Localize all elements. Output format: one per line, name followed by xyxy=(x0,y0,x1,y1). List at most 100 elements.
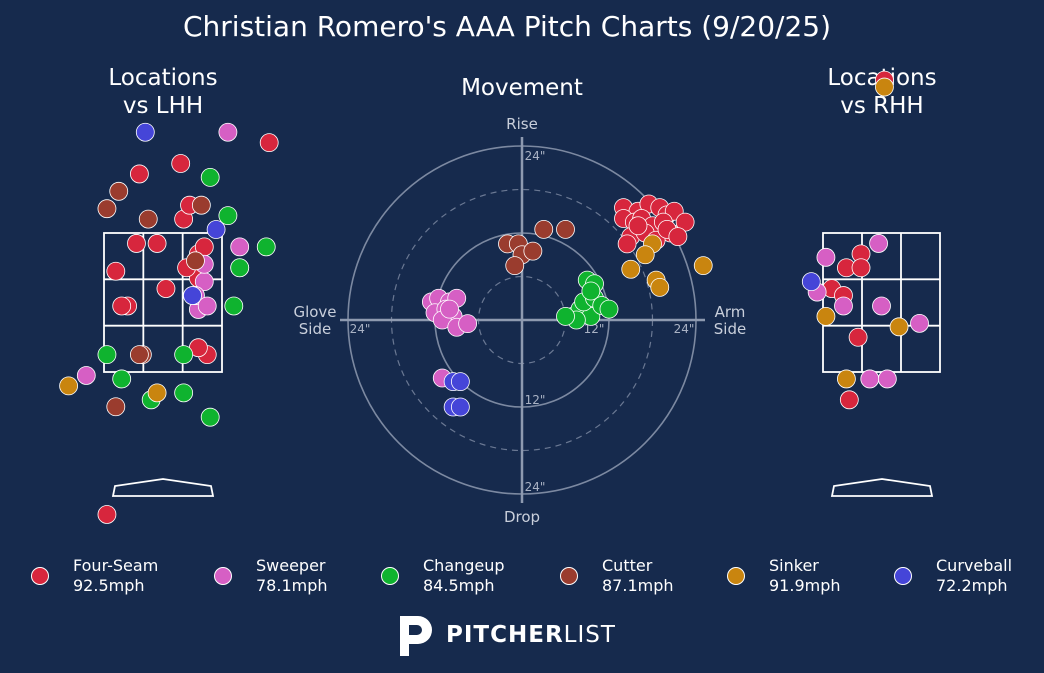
rhh-point-sinker xyxy=(889,317,909,337)
axis-label-arm-line1: Arm xyxy=(715,303,746,321)
rhh-title-line2: vs RHH xyxy=(840,93,924,119)
rhh-point-sinker xyxy=(837,369,856,389)
rhh-location-chart xyxy=(801,70,941,497)
movement-point-sinker xyxy=(650,277,670,297)
movement-point-cutter xyxy=(556,219,575,239)
ring-label-left-24: 24" xyxy=(350,322,371,336)
legend-dot xyxy=(381,567,399,585)
movement-point-cutter xyxy=(523,241,543,261)
legend-pitch-name: Cutter xyxy=(602,556,653,575)
rhh-point-sweeper xyxy=(816,247,836,267)
legend-label: Changeup 84.5mph xyxy=(423,556,505,596)
legend-label: Four-Seam 92.5mph xyxy=(73,556,158,596)
lhh-point-four-seam xyxy=(106,261,126,281)
rhh-point-sinker xyxy=(816,306,836,326)
lhh-point-changeup xyxy=(200,407,220,427)
rhh-points xyxy=(801,70,929,410)
ring-label-bottom-12: 12" xyxy=(525,393,546,407)
lhh-point-four-seam xyxy=(97,505,117,524)
lhh-point-four-seam xyxy=(112,296,132,316)
movement-point-curveball xyxy=(450,372,470,392)
legend: Four-Seam 92.5mph Sweeper 78.1mph Changeup 84… xyxy=(0,556,1044,606)
legend-label: Cutter 87.1mph xyxy=(602,556,674,596)
lhh-point-changeup xyxy=(256,237,276,257)
lhh-point-changeup xyxy=(174,345,194,365)
legend-dot xyxy=(727,567,745,585)
legend-pitch-speed: 87.1mph xyxy=(602,576,674,595)
lhh-point-four-seam xyxy=(259,133,279,153)
lhh-point-four-seam xyxy=(147,234,167,253)
movement-point-changeup xyxy=(556,306,575,326)
legend-pitch-speed: 84.5mph xyxy=(423,576,495,595)
page-title: Christian Romero's AAA Pitch Charts (9/2… xyxy=(183,10,831,43)
lhh-point-changeup xyxy=(218,206,238,226)
lhh-point-changeup xyxy=(97,345,117,365)
lhh-point-cutter xyxy=(109,181,129,201)
rhh-point-four-seam xyxy=(848,327,868,347)
legend-label: Curveball 72.2mph xyxy=(936,556,1012,596)
movement-point-sinker xyxy=(621,259,641,279)
lhh-point-changeup xyxy=(200,167,220,187)
movement-point-changeup xyxy=(599,299,619,319)
lhh-point-cutter xyxy=(191,195,211,215)
movement-grid xyxy=(340,137,705,503)
movement-point-cutter xyxy=(505,256,525,276)
movement-points xyxy=(421,194,713,417)
lhh-point-cutter xyxy=(97,199,117,219)
axis-label-drop: Drop xyxy=(504,508,540,526)
logo-light-text: LIST xyxy=(563,622,616,648)
movement-panel-title: Movement xyxy=(461,75,583,101)
movement-point-sweeper xyxy=(440,299,459,319)
ring-label-top-24: 24" xyxy=(525,149,546,163)
axis-label-arm-line2: Side xyxy=(714,320,746,338)
legend-label: Sinker 91.9mph xyxy=(769,556,841,596)
axis-label-glove-line2: Side xyxy=(299,320,331,338)
lhh-point-sinker xyxy=(147,383,167,403)
lhh-point-curveball xyxy=(135,122,155,142)
legend-pitch-speed: 92.5mph xyxy=(73,576,145,595)
legend-dot xyxy=(894,567,912,585)
lhh-point-four-seam xyxy=(156,279,176,299)
legend-pitch-name: Sinker xyxy=(769,556,819,575)
movement-point-sweeper xyxy=(458,314,478,334)
legend-pitch-name: Sweeper xyxy=(256,556,326,575)
lhh-point-sweeper xyxy=(218,122,238,142)
ring-label-right-24: 24" xyxy=(674,322,695,336)
axis-label-glove-line1: Glove xyxy=(293,303,336,321)
legend-pitch-name: Four-Seam xyxy=(73,556,159,575)
movement-chart: Rise Drop Glove Side Arm Side 24" 12" 24… xyxy=(293,115,746,526)
legend-pitch-name: Changeup xyxy=(423,556,505,575)
lhh-point-four-seam xyxy=(127,234,146,253)
legend-dot xyxy=(31,567,49,585)
lhh-zone-border xyxy=(103,232,223,373)
movement-point-four-seam xyxy=(617,234,637,254)
rhh-point-four-seam xyxy=(851,258,871,278)
lhh-point-curveball xyxy=(183,286,202,305)
axis-label-rise: Rise xyxy=(506,115,538,133)
lhh-location-chart xyxy=(59,122,279,524)
lhh-point-sinker xyxy=(59,376,78,396)
ring-label-bottom-24: 24" xyxy=(525,480,546,494)
movement-point-curveball xyxy=(450,397,470,417)
legend-label: Sweeper 78.1mph xyxy=(256,556,328,596)
rhh-point-sinker xyxy=(875,77,894,97)
lhh-point-changeup xyxy=(112,369,132,389)
rhh-point-sweeper xyxy=(877,369,897,389)
lhh-title-line1: Locations xyxy=(108,65,218,91)
legend-dot xyxy=(214,567,232,585)
lhh-point-curveball xyxy=(206,220,226,239)
logo-bold-text: PITCHER xyxy=(446,622,564,648)
rhh-home-plate xyxy=(830,478,934,497)
legend-pitch-speed: 78.1mph xyxy=(256,576,328,595)
movement-point-changeup xyxy=(581,281,601,301)
lhh-points xyxy=(59,122,279,524)
rhh-point-sweeper xyxy=(834,296,853,316)
lhh-point-changeup xyxy=(174,383,194,403)
movement-point-sinker xyxy=(693,256,713,276)
pitcherlist-p-icon xyxy=(400,616,432,656)
lhh-point-four-seam xyxy=(171,154,191,173)
lhh-title-line2: vs LHH xyxy=(122,93,204,119)
lhh-point-cutter xyxy=(106,397,126,417)
